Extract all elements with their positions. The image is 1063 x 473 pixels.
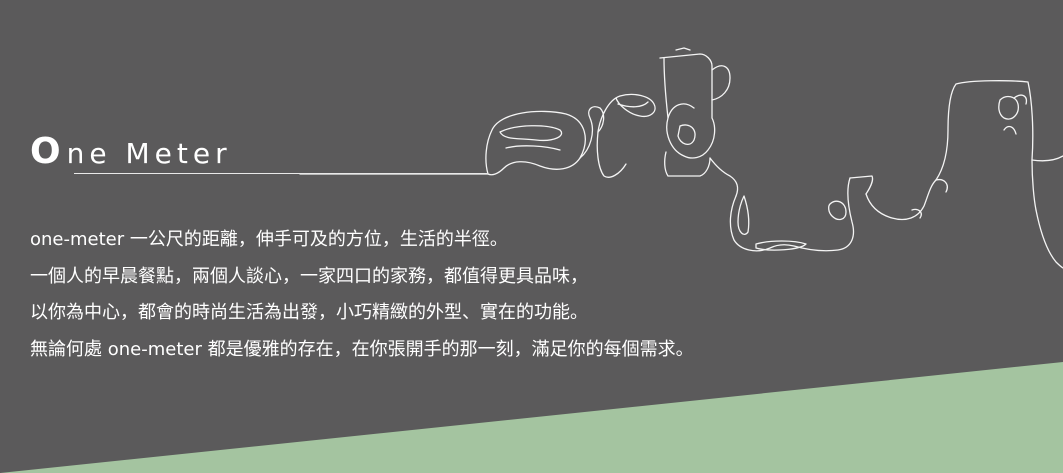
- description-line: 以你為中心，都會的時尚生活為出發，小巧精緻的外型、實在的功能。: [30, 302, 588, 323]
- brand-logo: O ne Meter: [30, 132, 232, 178]
- brand-underline: [74, 173, 488, 174]
- description-line: one-meter 一公尺的距離，伸手可及的方位，生活的半徑。: [30, 229, 508, 250]
- brand-logo-initial: O: [30, 131, 61, 172]
- description-line: 無論何處 one-meter 都是優雅的存在，在你張開手的那一刻，滿足你的每個需…: [30, 338, 694, 360]
- appliance-line-drawing: [299, 47, 1063, 269]
- description-line: 一個人的早晨餐點，兩個人談心，一家四口的家務，都值得更具品味，: [30, 265, 588, 287]
- brand-logo-wordmark: ne Meter: [66, 137, 232, 170]
- green-accent-band: [0, 362, 1063, 473]
- brand-description: one-meter 一公尺的距離，伸手可及的方位，生活的半徑。 一個人的早晨餐點…: [30, 222, 850, 368]
